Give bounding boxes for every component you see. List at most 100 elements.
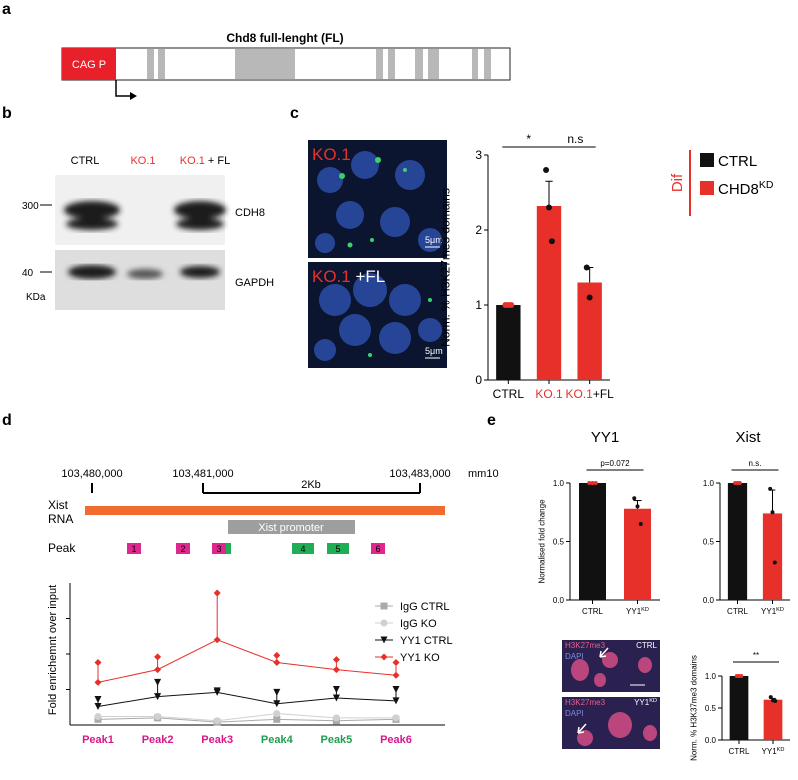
data-point — [583, 264, 590, 271]
peak-label: 6 — [375, 544, 380, 554]
marker — [213, 589, 221, 597]
marker — [273, 715, 281, 723]
arrow — [577, 723, 587, 734]
image-label: KO.1 — [312, 145, 351, 164]
panel-label: d — [2, 412, 12, 429]
span-label: 2Kb — [301, 479, 321, 491]
data-point — [593, 481, 598, 485]
x-tick-label-part: YY1 — [762, 747, 778, 756]
significance-label: n.s — [567, 132, 583, 146]
marker — [392, 697, 400, 705]
y-axis-label: Normalised fold change — [537, 499, 546, 584]
legend-label: CTRL — [718, 153, 757, 170]
bar — [763, 699, 783, 740]
image-label: KO.1 +FL — [312, 267, 385, 286]
peak-label: 1 — [131, 544, 136, 554]
marker — [273, 651, 281, 659]
x-tick-label-part: YY1 — [761, 607, 777, 616]
y-tick-label: 0.5 — [553, 537, 565, 546]
lane-label-part: + FL — [205, 155, 230, 167]
x-tick-label: CTRL — [729, 747, 750, 756]
y-tick-label: 0.5 — [705, 704, 717, 713]
marker — [392, 686, 400, 693]
panel-label: c — [290, 105, 299, 122]
x-tick-label: YY1KD — [762, 747, 785, 756]
genome-label: mm10 — [468, 468, 499, 480]
promoter-region-label: Xist promoter — [258, 522, 324, 534]
bands — [64, 201, 226, 230]
series-line — [98, 713, 396, 722]
data-point — [590, 481, 595, 485]
gene-title: YY1 — [591, 429, 619, 446]
legend-label: YY1 KO — [400, 652, 440, 664]
band-label: GAPDH — [235, 277, 274, 289]
marker — [332, 686, 340, 693]
data-point — [638, 521, 643, 526]
stain-label: CTRL — [636, 641, 657, 650]
marker — [94, 678, 102, 686]
gene-title: Xist — [735, 429, 761, 446]
marker — [213, 636, 221, 644]
marker — [332, 656, 340, 664]
promoter-box — [62, 48, 116, 80]
series-line — [97, 691, 397, 708]
y-tick-label: 1.0 — [553, 479, 565, 488]
y-tick-label: 2 — [475, 223, 482, 237]
peak-row-label: Peak — [48, 541, 76, 555]
legend-label-part: CHD8 — [718, 181, 759, 198]
significance-label: p=0.072 — [600, 459, 630, 468]
bar — [729, 676, 749, 740]
promoter-region — [228, 520, 355, 534]
y-tick-label: 3 — [475, 148, 482, 162]
legend-label: CHD8KD — [718, 179, 774, 198]
lane-label: KO.1 — [130, 155, 155, 167]
series-line — [97, 639, 397, 683]
arrow — [599, 647, 609, 658]
arrow — [115, 80, 134, 97]
marker-label: 300 — [22, 201, 39, 212]
x-tick-label: Peak3 — [201, 734, 233, 746]
stain-label: DAPI — [565, 709, 584, 718]
blot — [55, 250, 225, 310]
data-point — [543, 167, 550, 173]
arrowhead — [130, 92, 137, 100]
y-tick-label: 0.5 — [703, 537, 715, 546]
marker — [273, 710, 281, 718]
marker — [380, 636, 388, 644]
x-tick-label: Peak4 — [261, 734, 294, 746]
marker — [154, 693, 162, 701]
x-tick-label: CTRL — [493, 387, 525, 401]
bar — [727, 483, 748, 600]
stain-label-part: YY1 — [634, 698, 650, 707]
series-line — [97, 717, 397, 723]
data-point — [546, 204, 552, 211]
peak-label: 5 — [335, 544, 340, 554]
x-tick-label: Peak6 — [380, 734, 412, 746]
x-tick-label-part: +FL — [593, 387, 614, 401]
marker — [380, 653, 388, 661]
x-tick-label: Peak2 — [142, 734, 174, 746]
data-point — [586, 294, 593, 301]
marker — [94, 712, 102, 720]
track-label: Xist — [48, 498, 69, 512]
panel-label: a — [2, 1, 11, 18]
x-tick-label-part: KD — [641, 607, 649, 613]
image-label-part: KO.1 — [312, 145, 351, 164]
stain-label: YY1KD — [634, 698, 657, 707]
marker — [213, 688, 221, 696]
nuclei — [314, 151, 442, 361]
data-point — [739, 674, 744, 678]
peak-label: 3 — [216, 544, 221, 554]
x-tick-label: YY1KD — [626, 607, 649, 616]
stain-label-part: KD — [649, 698, 657, 704]
x-tick-label-part: KO.1 — [535, 387, 563, 401]
marker — [392, 659, 400, 667]
construct-title: Chd8 full-lenght (FL) — [226, 31, 343, 45]
marker — [94, 659, 102, 667]
coordinate-label: 103,480,000 — [61, 468, 122, 480]
image-label-part: KO.1 — [312, 267, 351, 286]
data-point — [548, 238, 555, 245]
marker — [332, 694, 340, 702]
legend-label-part: KD — [759, 179, 774, 191]
